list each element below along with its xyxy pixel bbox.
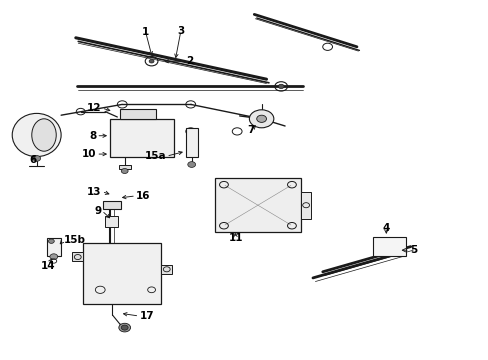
Text: 1: 1 xyxy=(142,27,149,37)
Text: 3: 3 xyxy=(177,26,184,36)
FancyBboxPatch shape xyxy=(110,119,173,157)
Text: 15a: 15a xyxy=(144,151,166,161)
Circle shape xyxy=(249,110,273,128)
FancyBboxPatch shape xyxy=(119,165,130,169)
Text: 7: 7 xyxy=(246,125,254,135)
FancyBboxPatch shape xyxy=(215,178,300,232)
Circle shape xyxy=(48,239,54,243)
FancyBboxPatch shape xyxy=(47,238,61,256)
FancyBboxPatch shape xyxy=(120,109,156,119)
Text: 12: 12 xyxy=(87,103,102,113)
FancyBboxPatch shape xyxy=(300,192,311,219)
Circle shape xyxy=(278,84,284,89)
FancyBboxPatch shape xyxy=(72,252,83,261)
FancyBboxPatch shape xyxy=(105,216,118,227)
Circle shape xyxy=(33,156,41,161)
FancyBboxPatch shape xyxy=(372,237,405,256)
Circle shape xyxy=(187,162,195,167)
Circle shape xyxy=(256,115,266,122)
Text: 6: 6 xyxy=(30,155,37,165)
Text: 5: 5 xyxy=(409,245,416,255)
Ellipse shape xyxy=(32,119,56,151)
FancyBboxPatch shape xyxy=(83,243,161,304)
Text: 10: 10 xyxy=(81,149,96,159)
Text: 14: 14 xyxy=(41,261,55,271)
Circle shape xyxy=(121,325,128,330)
FancyBboxPatch shape xyxy=(102,201,121,209)
Text: 4: 4 xyxy=(382,222,389,233)
Text: 15b: 15b xyxy=(63,235,85,245)
Ellipse shape xyxy=(12,113,61,157)
Text: 13: 13 xyxy=(87,186,102,197)
Text: 17: 17 xyxy=(139,311,154,321)
Text: 2: 2 xyxy=(185,56,193,66)
Circle shape xyxy=(149,59,154,63)
Circle shape xyxy=(121,168,128,174)
FancyBboxPatch shape xyxy=(161,265,172,274)
Circle shape xyxy=(119,323,130,332)
Text: 8: 8 xyxy=(89,131,96,141)
Text: 16: 16 xyxy=(136,191,150,201)
Text: 11: 11 xyxy=(228,233,243,243)
Circle shape xyxy=(50,254,58,260)
FancyBboxPatch shape xyxy=(185,128,198,157)
Text: 9: 9 xyxy=(94,206,102,216)
